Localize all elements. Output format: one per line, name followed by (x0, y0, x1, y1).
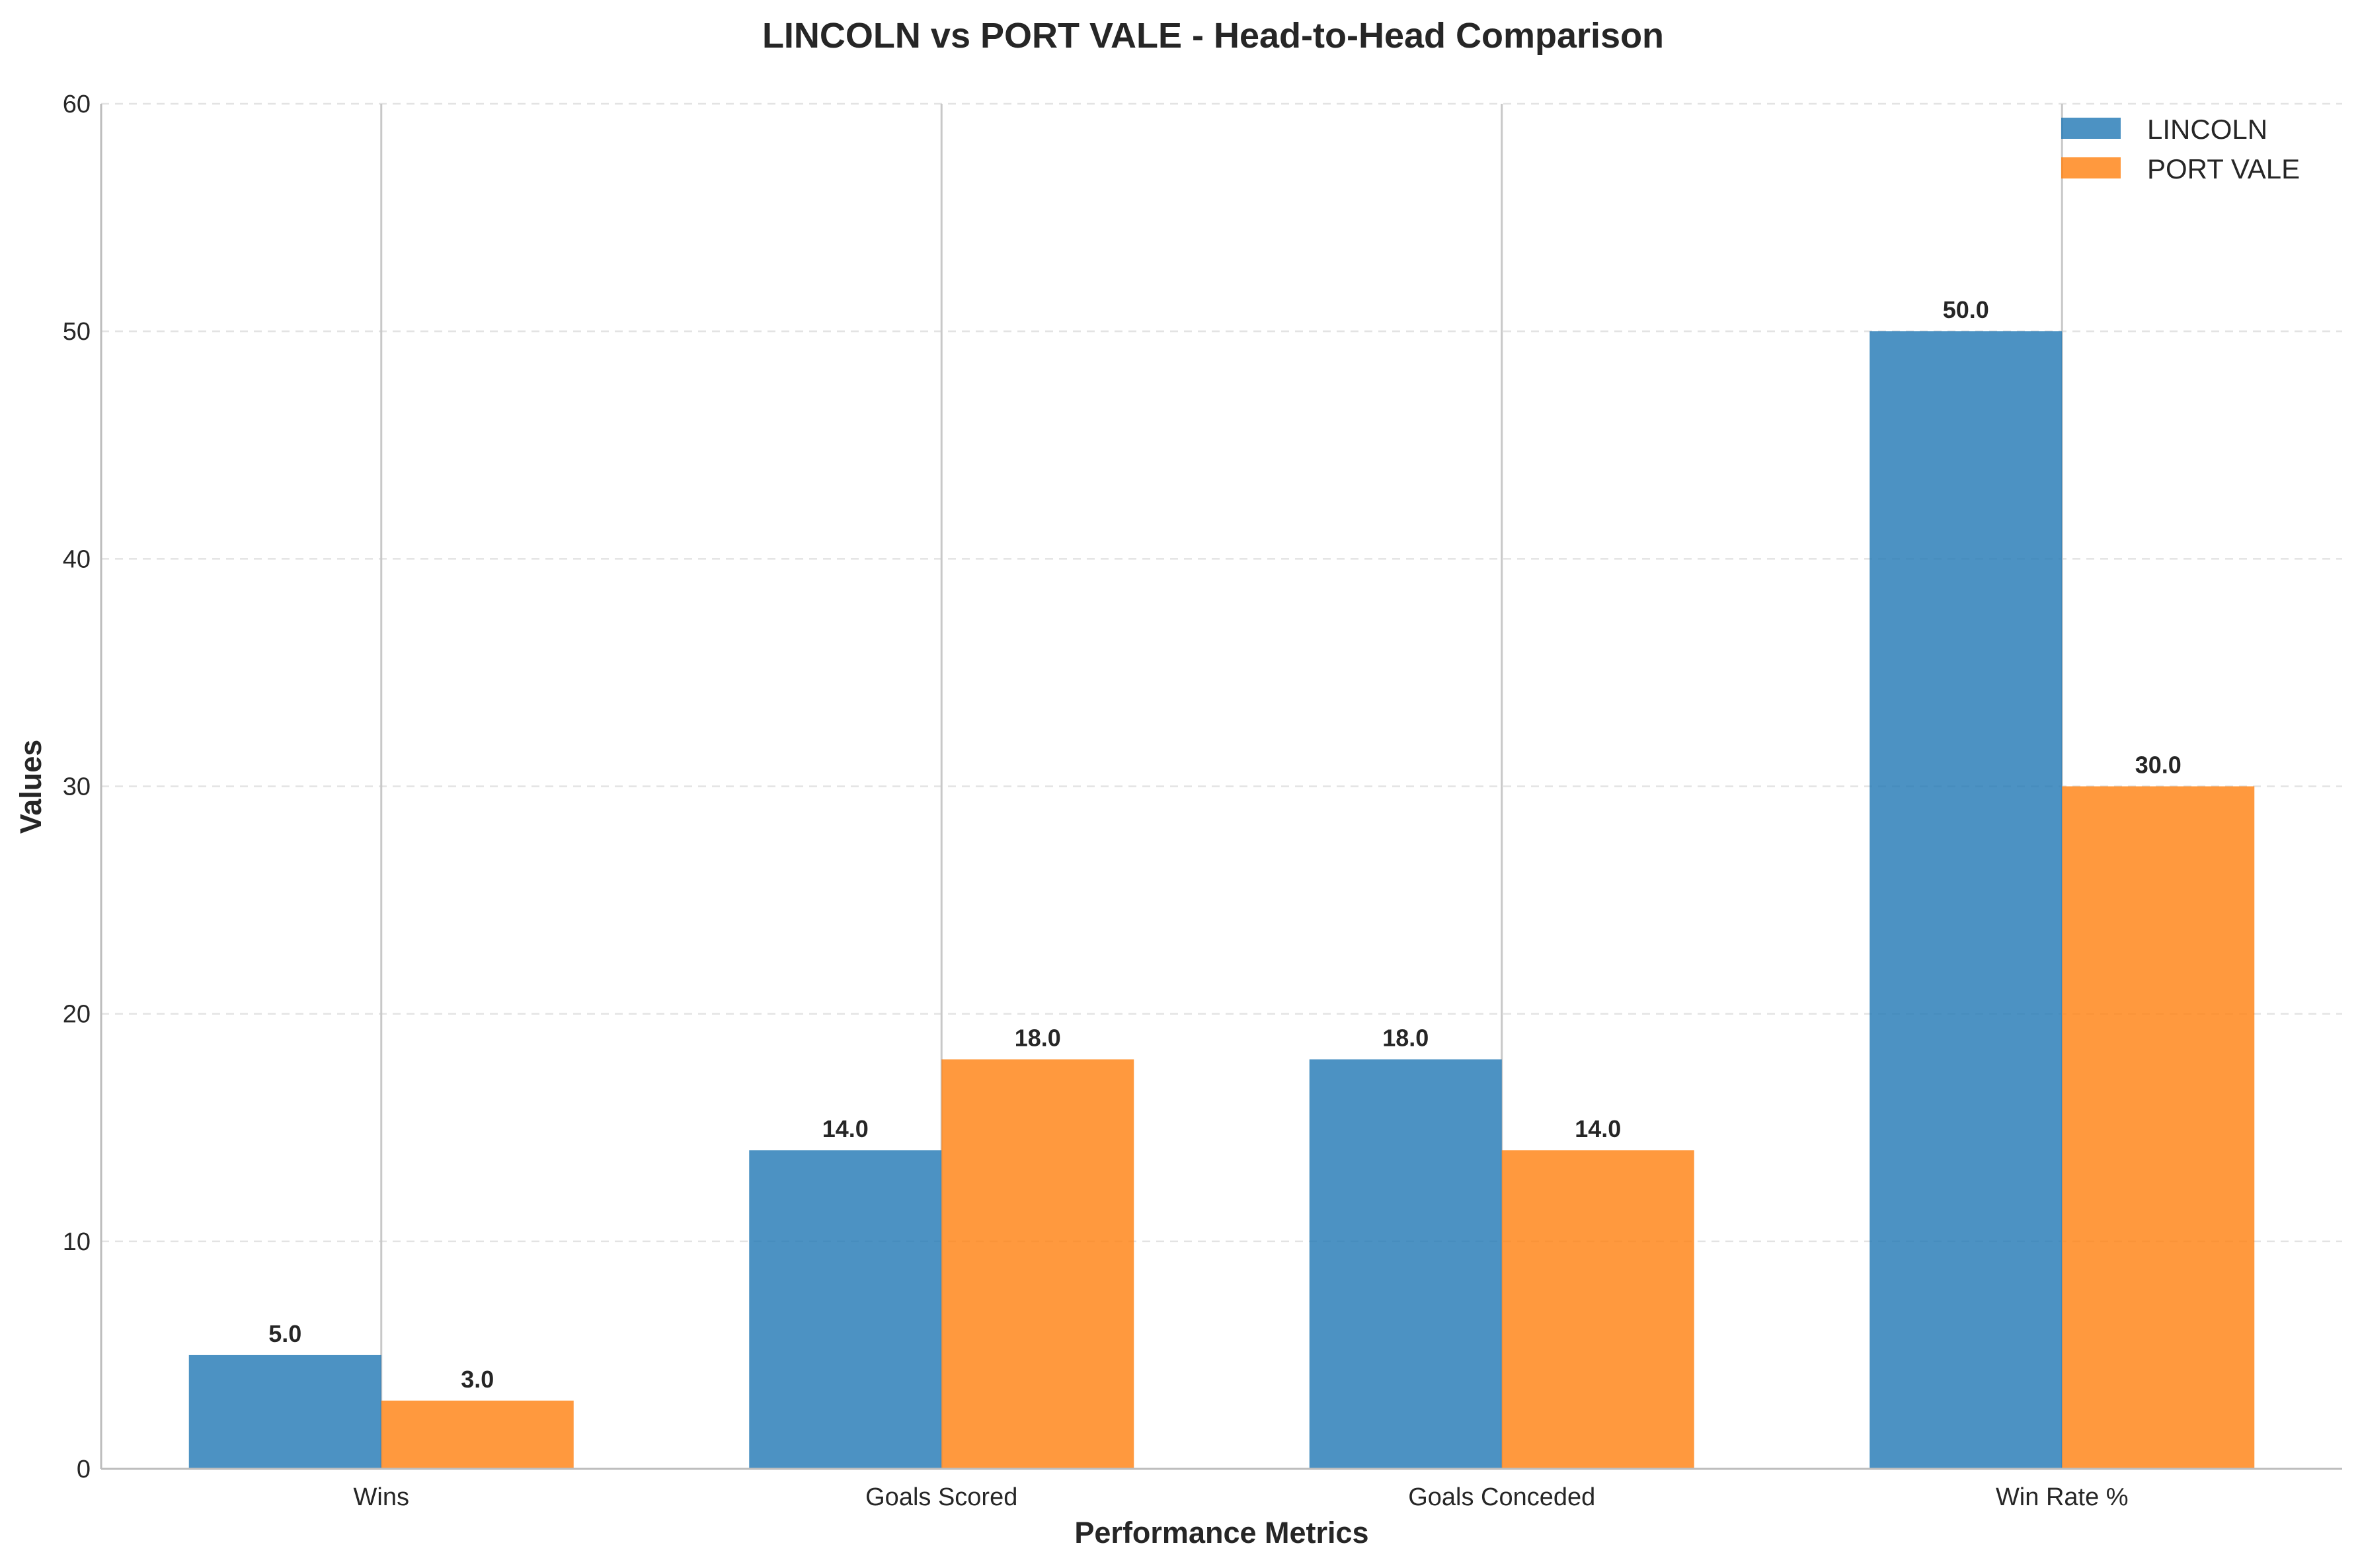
legend-label: PORT VALE (2147, 153, 2300, 184)
y-tick-labels: 0 10 20 30 40 50 60 (63, 91, 91, 1483)
bar-port-vale (941, 1059, 1134, 1469)
bars (188, 331, 2255, 1470)
legend-swatch (2061, 118, 2121, 139)
value-label: 14.0 (822, 1115, 869, 1142)
x-tick-labels: Wins Goals Scored Goals Conceded Win Rate % (354, 1483, 2129, 1511)
x-tick-label: Goals Conceded (1408, 1483, 1595, 1511)
y-tick-label: 0 (77, 1456, 91, 1483)
legend-swatch (2061, 157, 2121, 178)
y-tick-label: 40 (63, 545, 91, 573)
y-tick-label: 30 (63, 773, 91, 801)
value-label: 18.0 (1015, 1025, 1061, 1052)
bar-lincoln (1869, 331, 2063, 1470)
value-labels: 5.0 14.0 18.0 50.0 3.0 18.0 14.0 30.0 (268, 296, 2182, 1393)
value-label: 30.0 (2135, 752, 2182, 779)
legend: LINCOLN PORT VALE (2061, 114, 2300, 184)
value-label: 14.0 (1575, 1115, 1621, 1142)
bar-lincoln (1309, 1059, 1502, 1469)
bar-port-vale (2062, 786, 2255, 1469)
x-tick-label: Goals Scored (865, 1483, 1017, 1511)
axes (100, 104, 2342, 1470)
bar-lincoln (749, 1150, 942, 1469)
y-tick-label: 20 (63, 1001, 91, 1029)
y-axis-label: Values (14, 740, 48, 834)
x-tick-label: Wins (354, 1483, 409, 1511)
bar-port-vale (381, 1400, 574, 1469)
value-label: 3.0 (461, 1366, 494, 1393)
legend-label: LINCOLN (2147, 114, 2267, 145)
value-label: 5.0 (268, 1320, 301, 1347)
x-tick-label: Win Rate % (1996, 1483, 2129, 1511)
value-label: 18.0 (1382, 1025, 1429, 1052)
value-label: 50.0 (1943, 296, 1989, 323)
y-tick-label: 60 (63, 91, 91, 118)
chart-title: LINCOLN vs PORT VALE - Head-to-Head Comp… (762, 16, 1664, 56)
x-axis-label: Performance Metrics (1074, 1516, 1368, 1549)
y-tick-label: 50 (63, 318, 91, 346)
y-tick-label: 10 (63, 1228, 91, 1256)
bar-port-vale (1501, 1150, 1694, 1469)
bar-lincoln (188, 1354, 381, 1469)
